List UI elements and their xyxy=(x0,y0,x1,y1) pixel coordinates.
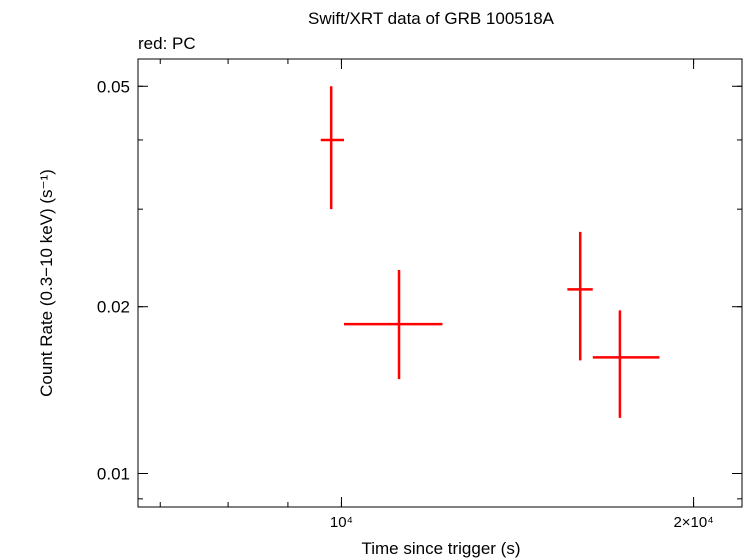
chart-title: Swift/XRT data of GRB 100518A xyxy=(308,9,555,28)
y-tick-label: 0.05 xyxy=(97,77,130,96)
axis-ticks xyxy=(138,59,742,507)
x-tick-label: 10⁴ xyxy=(330,514,353,531)
chart-subtitle: red: PC xyxy=(138,34,196,53)
data-point xyxy=(592,310,660,418)
x-axis-label: Time since trigger (s) xyxy=(361,539,520,558)
y-tick-label: 0.01 xyxy=(97,464,130,483)
axis-tick-labels: 10⁴ 2×10⁴ 0.01 0.02 0.05 xyxy=(97,77,714,531)
y-axis-label: Count Rate (0.3−10 keV) (s⁻¹) xyxy=(37,169,56,397)
x-tick-label: 2×10⁴ xyxy=(673,514,713,531)
data-point xyxy=(320,86,344,210)
data-point xyxy=(343,269,443,380)
y-tick-label: 0.02 xyxy=(97,298,130,317)
data-points xyxy=(320,86,660,418)
plot-frame xyxy=(137,58,743,508)
data-point xyxy=(567,231,593,361)
